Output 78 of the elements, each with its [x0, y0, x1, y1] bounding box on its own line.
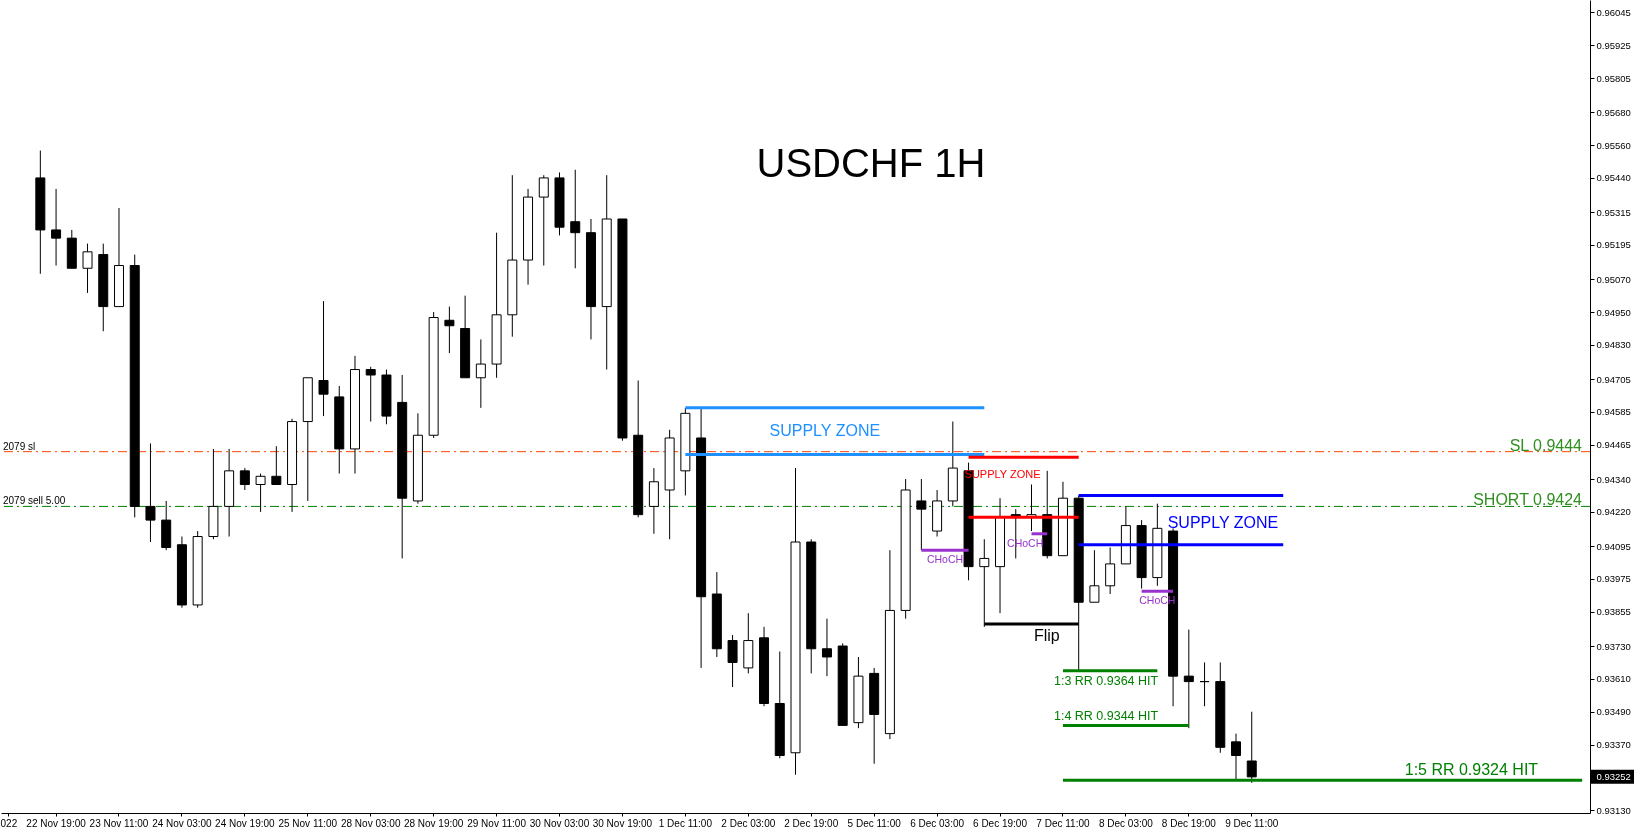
series-label: SUPPLY ZONE	[1167, 514, 1279, 532]
x-tick-label: 28 Nov 19:00	[403, 817, 464, 829]
candlestick	[51, 188, 62, 267]
x-tick-label: 8 Dec 03:00	[1098, 817, 1154, 829]
y-tick-label: 0.93252	[1596, 771, 1631, 783]
text: USDCHF 1H	[756, 141, 986, 185]
y-tick-label: 0.94585	[1596, 406, 1631, 418]
y-tick-label: 0.94095	[1596, 540, 1631, 552]
candlestick	[1246, 711, 1257, 784]
candlestick	[239, 467, 250, 491]
x-tick-label: 2 Dec 19:00	[784, 817, 839, 829]
y-tick-label: 0.93730	[1596, 640, 1631, 652]
y-tick-label: 0.95440	[1596, 172, 1631, 184]
candlestick	[538, 174, 549, 267]
y-tick-label: 0.93975	[1596, 573, 1631, 585]
y-tick-label: 0.94705	[1596, 373, 1631, 385]
y-tick-label: 0.93130	[1596, 804, 1631, 816]
series-label: SUPPLY ZONE	[769, 421, 881, 439]
series-label: CHoCH	[926, 553, 964, 566]
x-tick-label: 7 Dec 11:00	[1036, 817, 1090, 829]
y-tick-label: 0.95680	[1596, 106, 1631, 118]
y-tick-label: 0.95070	[1596, 273, 1631, 285]
candlestick	[271, 445, 282, 486]
x-tick-label: 30 Nov 19:00	[592, 817, 653, 829]
x-tick-label: 25 Nov 11:00	[278, 817, 338, 829]
ref-line-label: SHORT 0.9424	[1473, 491, 1583, 509]
y-tick-label: 0.95195	[1596, 239, 1631, 251]
y-tick-label: 0.96045	[1596, 6, 1631, 18]
x-tick-label: 9 Dec 11:00	[1225, 817, 1279, 829]
candlestick	[365, 366, 376, 423]
x-tick-label: 22 Nov 19:00	[26, 817, 87, 829]
x-tick-label: 30 Nov 03:00	[529, 817, 590, 829]
x-tick-label: 23 Nov 11:00	[89, 817, 149, 829]
y-tick-label: 0.95925	[1596, 39, 1631, 51]
series-label: Flip	[1033, 627, 1060, 645]
y-tick-label: 0.93490	[1596, 706, 1631, 718]
x-tick-label: 29 Nov 11:00	[467, 817, 527, 829]
x-tick-label: 24 Nov 03:00	[152, 817, 213, 829]
x-tick-label: 6 Dec 03:00	[910, 817, 965, 829]
x-tick-label: 5 Dec 11:00	[847, 817, 902, 829]
y-tick-label: 0.95560	[1596, 139, 1631, 151]
candlestick	[916, 478, 927, 551]
y-tick-label: 0.94950	[1596, 306, 1631, 318]
candlestick	[255, 473, 266, 513]
y-tick-label: 0.94340	[1596, 473, 1631, 485]
y-tick-label: 0.93610	[1596, 673, 1631, 685]
y-tick-label: 0.94465	[1596, 439, 1631, 451]
x-tick-label: 24 Nov 19:00	[215, 817, 276, 829]
series-label: 1:5 RR 0.9324 HIT	[1404, 761, 1539, 779]
candlestick	[145, 442, 156, 543]
y-tick-label: 0.93855	[1596, 606, 1631, 618]
y-tick-label: 0.93370	[1596, 739, 1631, 751]
candlestick	[1231, 733, 1242, 781]
candlestick	[444, 306, 455, 354]
candlestick	[1183, 629, 1194, 729]
series-label: 1:4 RR 0.9344 HIT	[1053, 709, 1159, 724]
x-tick-label: 8 Dec 19:00	[1161, 817, 1217, 829]
y-tick-label: 0.94220	[1596, 506, 1631, 518]
candlestick	[475, 338, 486, 409]
x-tick-label: 28 Nov 03:00	[340, 817, 401, 829]
candlestick	[82, 243, 93, 294]
annotation: 2079 sl	[3, 440, 36, 452]
annotation: 2079 sell 5.00	[3, 495, 66, 507]
candlestick	[1105, 546, 1116, 595]
candlestick	[1089, 549, 1100, 603]
candlestick	[318, 300, 329, 417]
y-tick-label: 0.94830	[1596, 339, 1631, 351]
x-tick-label: 022	[0, 817, 18, 829]
y-tick-label: 0.95805	[1596, 72, 1631, 84]
candlestick	[570, 169, 581, 269]
x-tick-label: 1 Dec 11:00	[658, 817, 713, 829]
candlestick	[727, 634, 738, 688]
x-tick-label: 2 Dec 03:00	[721, 817, 776, 829]
ref-line-label: SL 0.9444	[1509, 436, 1583, 454]
x-tick-label: 6 Dec 19:00	[973, 817, 1028, 829]
series-label: 1:3 RR 0.9364 HIT	[1053, 673, 1159, 688]
y-tick-label: 0.95315	[1596, 206, 1631, 218]
candlestick	[821, 618, 832, 677]
